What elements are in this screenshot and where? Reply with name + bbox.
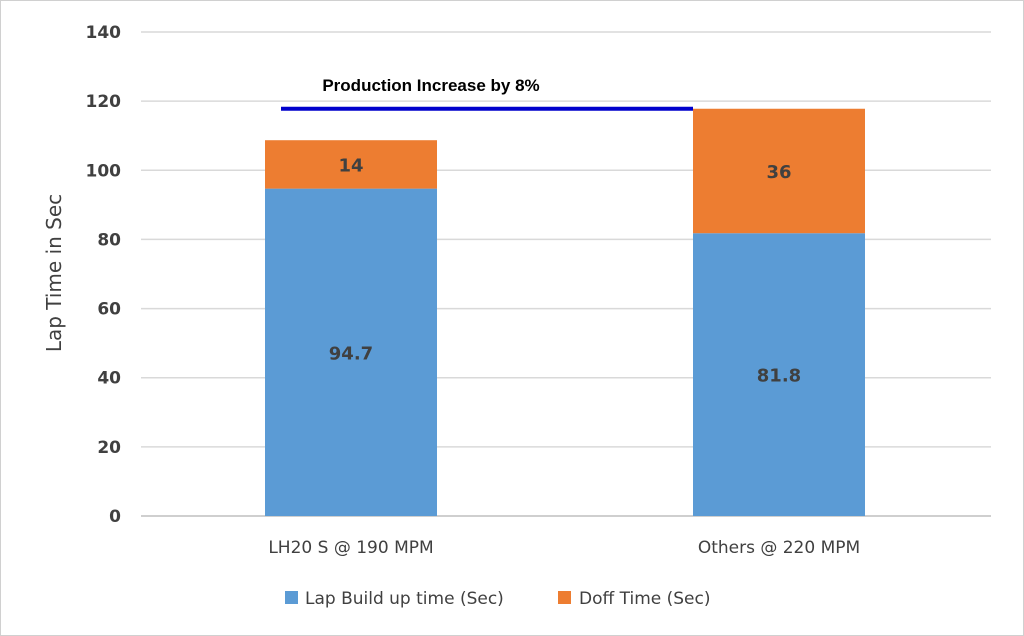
data-label: 94.7	[329, 343, 373, 364]
y-tick-label: 40	[97, 369, 121, 389]
y-tick-label: 140	[86, 23, 122, 43]
bar-segment	[693, 108, 865, 234]
data-labels: 94.7 14 81.8 36	[329, 155, 801, 386]
legend-label: Doff Time (Sec)	[579, 589, 710, 609]
data-label: 81.8	[757, 366, 801, 387]
y-tick-label: 80	[97, 230, 121, 250]
bar-segment	[693, 233, 865, 516]
bars	[265, 108, 865, 516]
bar-segment	[265, 140, 437, 189]
legend: Lap Build up time (Sec) Doff Time (Sec)	[285, 589, 710, 609]
y-tick-label: 100	[86, 161, 122, 181]
annotation: Production Increase by 8%	[281, 76, 693, 111]
x-category-label: LH20 S @ 190 MPM	[268, 538, 433, 558]
y-tick-label: 0	[109, 507, 121, 527]
legend-swatch	[558, 591, 571, 604]
legend-swatch	[285, 591, 298, 604]
y-tick-label: 20	[97, 438, 121, 458]
data-label: 36	[766, 162, 791, 183]
production-increase-label: Production Increase by 8%	[322, 76, 539, 95]
x-category-label: Others @ 220 MPM	[698, 538, 860, 558]
legend-label: Lap Build up time (Sec)	[305, 589, 504, 609]
y-axis-ticks: 0 20 40 60 80 100 120 140	[86, 23, 122, 527]
y-axis-label: Lap Time in Sec	[42, 194, 66, 352]
x-axis-categories: LH20 S @ 190 MPM Others @ 220 MPM	[268, 538, 860, 558]
y-tick-label: 120	[86, 92, 122, 112]
data-label: 14	[338, 155, 363, 176]
bar-segment	[265, 188, 437, 516]
y-tick-label: 60	[97, 300, 121, 320]
